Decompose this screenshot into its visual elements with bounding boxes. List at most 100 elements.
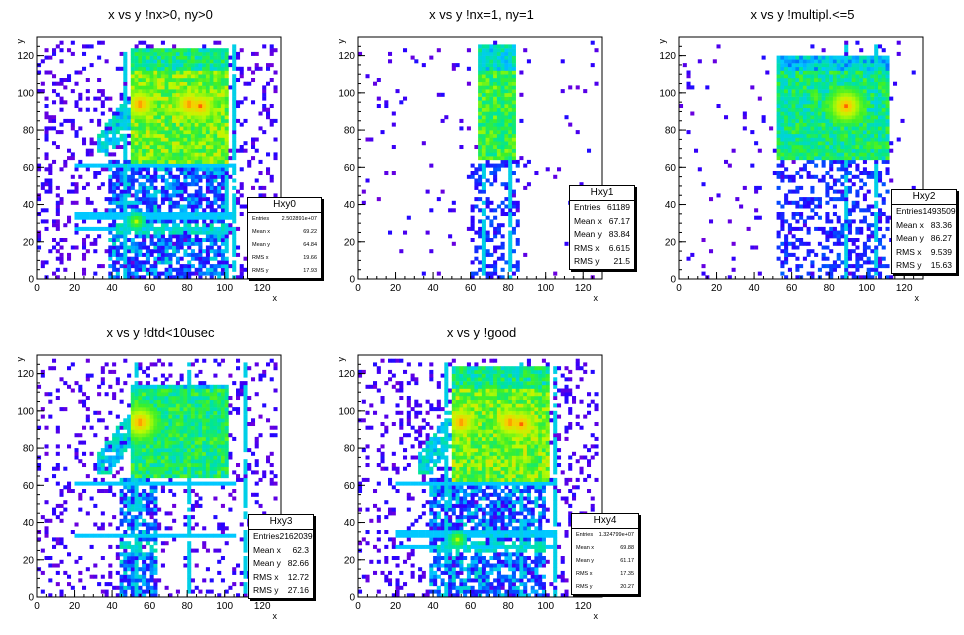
heatmap-cell	[187, 241, 192, 246]
heatmap-cell	[802, 78, 807, 83]
heatmap-cell	[82, 215, 87, 220]
heatmap-cell	[855, 104, 860, 109]
heatmap-cell	[217, 66, 222, 71]
heatmap-cell	[119, 522, 124, 527]
heatmap-cell	[172, 126, 177, 131]
heatmap-cell	[485, 141, 490, 146]
heatmap-cell	[878, 171, 883, 176]
heatmap-cell	[847, 148, 852, 153]
heatmap-cell	[164, 163, 169, 168]
heatmap-cell	[164, 260, 169, 265]
heatmap-cell	[112, 193, 117, 198]
heatmap-cell	[205, 145, 210, 150]
heatmap-cell	[44, 518, 49, 523]
heatmap-cell	[851, 174, 856, 179]
heatmap-cell	[97, 163, 102, 168]
heatmap-cell	[67, 148, 72, 153]
heatmap-cell	[840, 66, 845, 71]
heatmap-cell	[489, 92, 494, 97]
heatmap-cell	[817, 130, 822, 135]
heatmap-cell	[205, 260, 210, 265]
heatmap-cell	[198, 74, 203, 79]
heatmap-cell	[493, 230, 498, 235]
heatmap-cell	[115, 260, 120, 265]
heatmap-cell	[213, 85, 218, 90]
heatmap-cell	[232, 55, 237, 60]
heatmap-cell	[123, 189, 128, 194]
heatmap-cell	[127, 264, 132, 269]
heatmap-cell	[119, 518, 124, 523]
heatmap-cell	[153, 204, 158, 209]
heatmap-cell	[787, 107, 792, 112]
heatmap-cell	[485, 137, 490, 142]
heatmap-cell	[123, 148, 128, 153]
heatmap-cell	[403, 96, 408, 101]
heatmap-cell	[157, 51, 162, 56]
heatmap-cell	[686, 256, 691, 261]
heatmap-cell	[93, 141, 98, 146]
heatmap-cell	[262, 44, 267, 49]
heatmap-cell	[59, 252, 64, 257]
heatmap-cell	[115, 526, 120, 531]
heatmap-cell	[183, 118, 188, 123]
heatmap-cell	[205, 152, 210, 157]
heatmap-cell	[100, 381, 105, 386]
heatmap-cell	[108, 264, 113, 269]
heatmap-cell	[511, 107, 516, 112]
heatmap-cell	[44, 556, 49, 561]
heatmap-cell	[48, 518, 53, 523]
heatmap-cell	[130, 589, 135, 594]
heatmap-cell	[119, 533, 124, 538]
heatmap-cell	[48, 399, 53, 404]
heatmap-cell	[881, 89, 886, 94]
heatmap-cell	[874, 130, 879, 135]
heatmap-cell	[508, 81, 513, 86]
heatmap-cell	[810, 92, 815, 97]
heatmap-cell	[194, 81, 199, 86]
heatmap-cell	[59, 377, 64, 382]
heatmap-cell	[202, 48, 207, 53]
heatmap-cell	[844, 74, 849, 79]
heatmap-cell	[179, 264, 184, 269]
heatmap-cell	[127, 414, 132, 419]
heatmap-cell	[470, 223, 475, 228]
heatmap-cell	[149, 96, 154, 101]
heatmap-cell	[844, 212, 849, 217]
heatmap-cell	[874, 193, 879, 198]
heatmap-cell	[878, 208, 883, 213]
heatmap-cell	[44, 167, 49, 172]
heatmap-cell	[112, 200, 117, 205]
heatmap-cell	[493, 100, 498, 105]
heatmap-cell	[175, 159, 180, 164]
heatmap-cell	[478, 230, 483, 235]
heatmap-cell	[821, 156, 826, 161]
heatmap-cell	[127, 440, 132, 445]
heatmap-cell	[134, 403, 139, 408]
heatmap-cell	[119, 115, 124, 120]
heatmap-cell	[119, 574, 124, 579]
heatmap-cell	[217, 78, 222, 83]
heatmap-cell	[791, 126, 796, 131]
heatmap-cell	[787, 223, 792, 228]
heatmap-cell	[194, 234, 199, 239]
heatmap-cell	[881, 96, 886, 101]
heatmap-cell	[134, 593, 139, 598]
heatmap-cell	[187, 104, 192, 109]
heatmap-cell	[874, 122, 879, 127]
heatmap-cell	[220, 92, 225, 97]
heatmap-cell	[97, 145, 102, 150]
heatmap-cell	[202, 208, 207, 213]
stats-row-mean-y: Mean y 86.27	[896, 233, 952, 243]
heatmap-cell	[179, 159, 184, 164]
heatmap-cell	[40, 264, 45, 269]
heatmap-cell	[138, 436, 143, 441]
heatmap-cell	[508, 96, 513, 101]
heatmap-cell	[213, 115, 218, 120]
heatmap-cell	[847, 126, 852, 131]
heatmap-cell	[787, 100, 792, 105]
heatmap-cell	[810, 137, 815, 142]
heatmap-cell	[74, 100, 79, 105]
heatmap-cell	[799, 59, 804, 64]
heatmap-cell	[100, 133, 105, 138]
